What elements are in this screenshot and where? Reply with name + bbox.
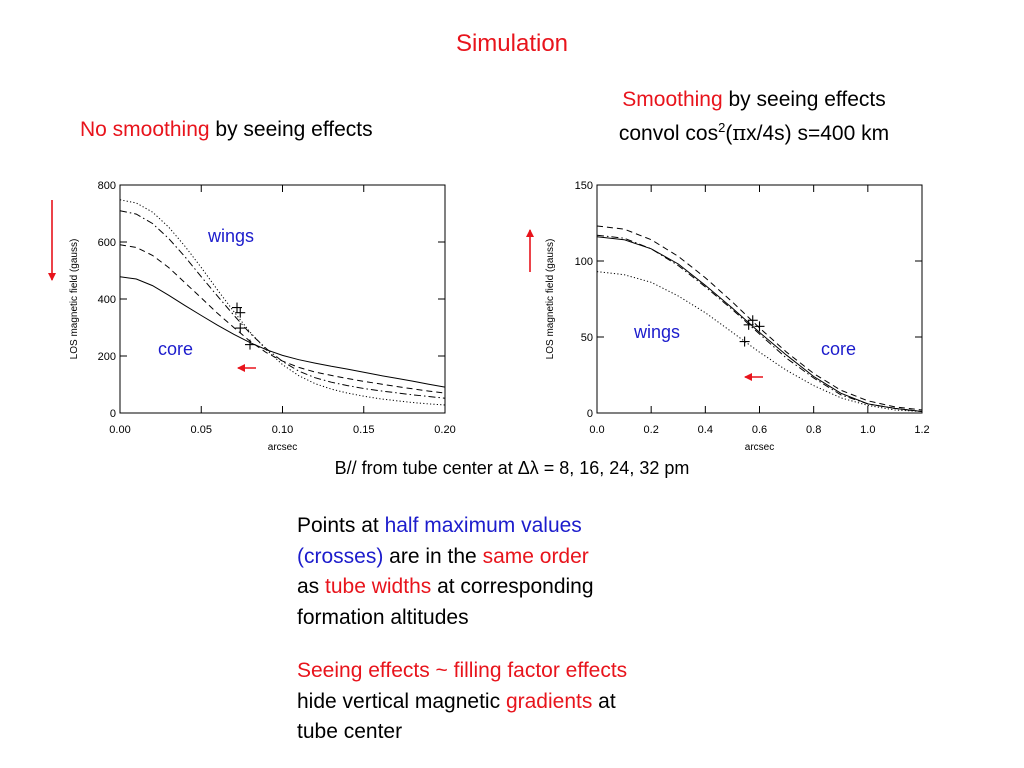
x-tick-label: 0.05 — [191, 424, 212, 436]
x-tick-label: 1.2 — [914, 424, 929, 436]
x-tick-label: 0.0 — [589, 424, 604, 436]
x-axis-label: arcsec — [268, 442, 297, 453]
right-chart: 0.0 0.2 0.4 0.6 0.8 1.0 1.2 0 50 100 150 arcsec LOS … — [526, 180, 930, 453]
half-max-cross — [245, 339, 255, 350]
y-tick-label: 50 — [581, 332, 593, 344]
left-caption-highlight: No smoothing — [80, 118, 210, 141]
y-tick-label: 800 — [98, 180, 116, 192]
y-tick-label: 400 — [98, 294, 116, 306]
x-tick-label: 0.00 — [109, 424, 130, 436]
half-max-cross — [743, 319, 754, 330]
series-line-dashed — [119, 244, 446, 394]
formula-suffix: x/4s) s=400 km — [746, 122, 890, 145]
x-tick-label: 0.10 — [272, 424, 293, 436]
x-tick-label: 0.20 — [434, 424, 455, 436]
series-line-dotted — [596, 271, 923, 412]
left-caption-rest: by seeing effects — [209, 118, 373, 141]
x-tick-label: 0.4 — [698, 424, 713, 436]
y-tick-label: 200 — [98, 351, 116, 363]
y-tick-label: 150 — [575, 180, 593, 192]
right-caption-highlight: Smoothing — [622, 88, 723, 111]
paragraph-points-line3: as tube widths at corresponding — [297, 572, 594, 603]
y-tick-label: 600 — [98, 237, 116, 249]
field-caption: B// from tube center at Δλ = 8, 16, 24, … — [334, 458, 690, 478]
core-label: core — [821, 339, 856, 359]
highlight-half-maximum: half maximum values — [384, 514, 582, 537]
y-tick-label: 0 — [587, 408, 593, 420]
highlight-tube-widths: tube widths — [325, 575, 432, 598]
formula-superscript: 2 — [718, 120, 726, 135]
series-line-solid — [119, 276, 446, 388]
paragraph-seeing-line3: tube center — [297, 720, 403, 743]
paragraph-seeing: Seeing effects ~ filling factor effects … — [297, 656, 627, 748]
highlight-gradients: gradients — [505, 689, 593, 713]
half-max-cross — [739, 336, 750, 347]
text-run: are in the — [383, 544, 483, 568]
paragraph-points-line1: Points at half maximum values — [297, 511, 594, 542]
x-tick-label: 0.2 — [644, 424, 659, 436]
x-tick-label: 0.15 — [353, 424, 374, 436]
text-run: at corresponding — [431, 575, 594, 598]
wings-label: wings — [633, 322, 680, 342]
text-run: Points at — [297, 514, 385, 537]
y-tick-label: 0 — [110, 408, 116, 420]
y-tick-label: 100 — [575, 256, 593, 268]
right-plot-caption: Smoothing by seeing effects convol cos2(… — [540, 86, 968, 148]
paragraph-seeing-line2: hide vertical magnetic gradients at — [297, 687, 627, 718]
series-line-dashed — [596, 225, 923, 411]
wings-label: wings — [207, 226, 254, 246]
left-chart: 0.00 0.05 0.10 0.15 0.20 0 200 400 600 800 arcsec L… — [48, 180, 456, 453]
half-max-cross — [235, 323, 246, 334]
left-plot-caption: No smoothing by seeing effects — [80, 116, 373, 144]
text-run: as — [297, 575, 326, 598]
plot-frame — [596, 184, 923, 414]
plot-frame — [119, 184, 446, 414]
text-run: hide vertical magnetic — [297, 689, 506, 713]
core-label: core — [158, 339, 193, 359]
y-axis-label: LOS magnetic field (gauss) — [545, 239, 556, 360]
formula-pi: π — [732, 121, 747, 145]
half-max-cross — [754, 321, 765, 332]
series-line-dashdot — [596, 234, 923, 412]
highlight-crosses: (crosses) — [297, 544, 384, 568]
half-max-cross — [232, 302, 242, 313]
series-line-dashdot — [119, 210, 446, 399]
x-tick-label: 1.0 — [860, 424, 875, 436]
paragraph-points-line4: formation altitudes — [297, 605, 469, 629]
slide-title: Simulation — [455, 30, 569, 57]
x-axis-label: arcsec — [745, 442, 774, 453]
x-tick-label: 0.8 — [806, 424, 821, 436]
right-caption-line1-rest: by seeing effects — [722, 88, 886, 111]
y-axis-label: LOS magnetic field (gauss) — [69, 239, 80, 360]
formula-paren: ( — [725, 122, 733, 145]
paragraph-seeing-line1: Seeing effects ~ filling factor effects — [297, 659, 628, 682]
paragraph-points: Points at half maximum values (crosses) … — [297, 511, 594, 633]
half-max-cross — [747, 315, 758, 326]
formula-prefix: convol cos — [618, 122, 719, 145]
paragraph-points-line2: (crosses) are in the same order — [297, 542, 594, 573]
right-caption-line1: Smoothing by seeing effects — [540, 86, 968, 114]
x-tick-label: 0.6 — [752, 424, 767, 436]
highlight-same-order: same order — [482, 544, 589, 568]
text-run: at — [592, 689, 616, 713]
half-max-cross — [235, 307, 246, 318]
series-line-dotted — [119, 199, 446, 406]
right-caption-line2: convol cos2(πx/4s) s=400 km — [540, 114, 968, 148]
